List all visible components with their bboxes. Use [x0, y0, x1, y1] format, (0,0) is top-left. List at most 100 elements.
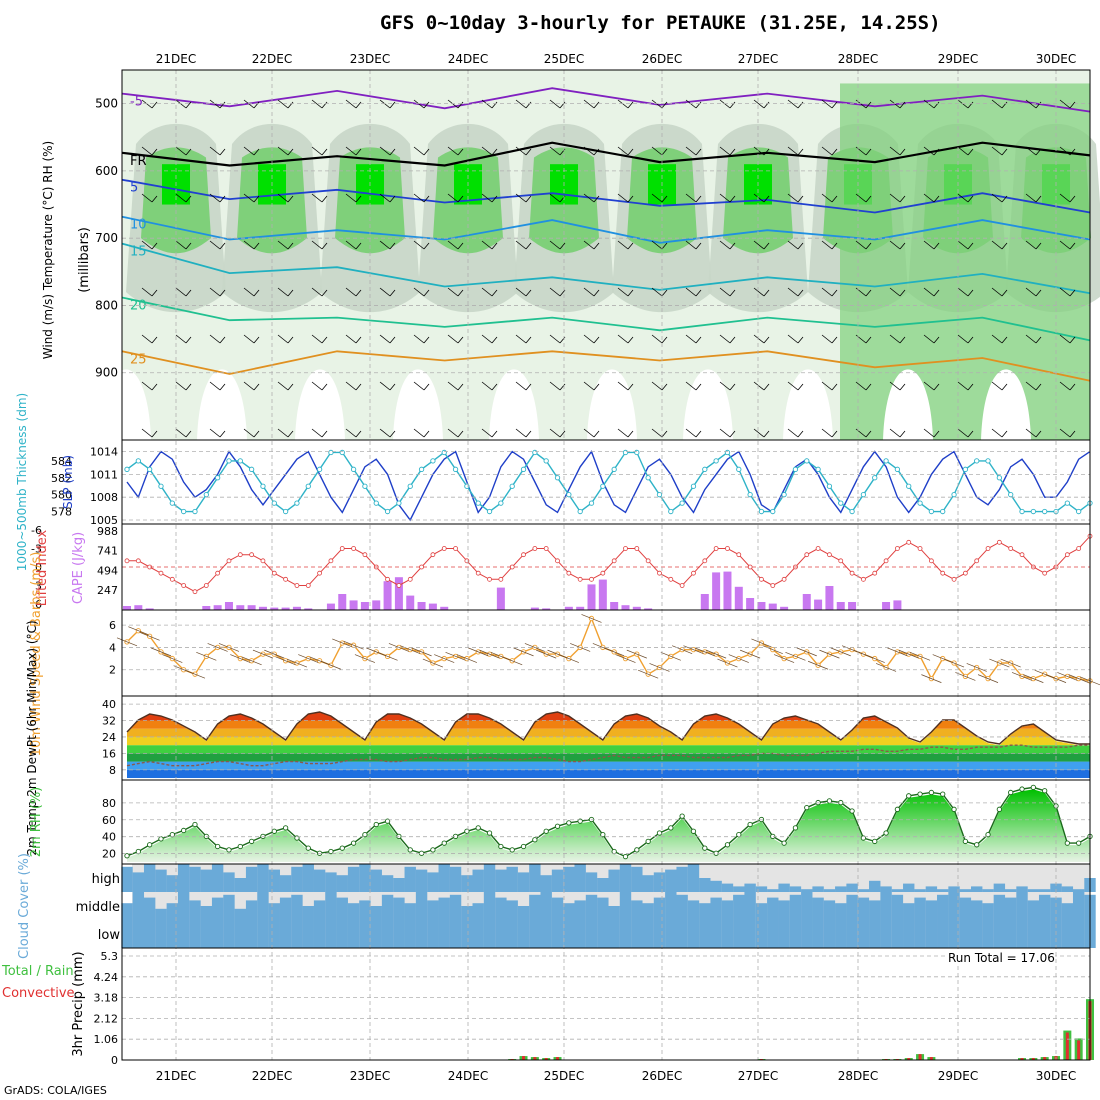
- wind-10m-barb: [660, 652, 681, 661]
- wind-barb: [151, 289, 158, 297]
- cloud-bar-low: [472, 920, 484, 948]
- lifted-index-point: [260, 558, 266, 564]
- rh-point: [928, 789, 935, 796]
- cloud-bar-low: [642, 920, 654, 948]
- isotherm-FR: [121, 141, 1091, 167]
- wind-barb: [413, 287, 425, 297]
- thickness-point: [928, 508, 935, 515]
- wind-barb: [185, 383, 192, 391]
- wind-barb: [865, 101, 872, 109]
- dry-dome: [683, 369, 733, 440]
- wind-10m-barb: [252, 649, 274, 659]
- wind-barb: [151, 383, 158, 391]
- wind-barb: [253, 101, 260, 109]
- wind-barb: [219, 101, 226, 109]
- wind-barb: [899, 383, 906, 391]
- li-tick: 0: [35, 561, 42, 574]
- precip-convective-bar: [1031, 1058, 1035, 1060]
- lifted-index-point: [453, 546, 458, 551]
- cloud-bar-middle: [495, 897, 507, 920]
- wind-barb: [661, 430, 668, 438]
- wind-barb: [865, 242, 872, 250]
- cloud-bar-low: [789, 920, 802, 948]
- wind-10m-barb: [275, 656, 296, 666]
- lifted-index-point: [634, 546, 640, 551]
- wind-barb: [209, 381, 221, 391]
- cloud-bar-low: [971, 920, 983, 948]
- wind-barb: [1025, 381, 1037, 391]
- wind-barb: [617, 240, 629, 250]
- wind-barb: [1025, 99, 1037, 109]
- wind-10m-barb: [196, 652, 217, 661]
- wind-10m-barb: [694, 647, 715, 657]
- rh-point: [441, 840, 447, 846]
- wind-barb: [957, 287, 969, 297]
- thickness-point: [826, 483, 833, 489]
- lifted-index-point: [623, 546, 628, 551]
- wind-10m-barb: [875, 663, 897, 672]
- cloud-bar-middle: [143, 897, 156, 920]
- thickness-point: [951, 492, 957, 498]
- wind-barb: [763, 383, 770, 391]
- precip-convective-bar: [907, 1058, 911, 1060]
- wind-barb: [661, 242, 668, 250]
- wind-barb: [923, 287, 935, 297]
- thickness-point: [1030, 508, 1037, 515]
- rh-point: [781, 840, 787, 846]
- wind-barb: [185, 430, 192, 438]
- wind-10m-barb: [739, 649, 761, 659]
- rh-point: [690, 828, 697, 834]
- wind-barb: [457, 242, 464, 250]
- cloud-bar-middle: [189, 900, 201, 920]
- cape-bar: [224, 602, 233, 610]
- cloud-bar-low: [608, 920, 620, 948]
- cloud-bar-high: [846, 883, 858, 892]
- wind-barb: [481, 193, 493, 203]
- cloud-bar-middle: [959, 897, 972, 920]
- credit-footer: GrADS: COLA/IGES: [4, 1084, 107, 1097]
- thickness-point: [917, 500, 923, 506]
- cloud-bar-high: [608, 869, 620, 892]
- pressure-tick: 900: [95, 366, 118, 380]
- wind-barb: [287, 383, 294, 391]
- wind-barb: [933, 148, 940, 156]
- wind-10m-barb: [1045, 674, 1067, 683]
- cloud-bar-middle: [427, 900, 439, 920]
- thickness-point: [124, 466, 130, 472]
- lifted-index-point: [589, 576, 594, 582]
- wind-barb: [1025, 334, 1037, 344]
- wind-10m-barb: [502, 656, 523, 666]
- thickness-point: [713, 458, 719, 464]
- wind-barb: [797, 195, 804, 203]
- cloud-bar-low: [245, 920, 258, 948]
- rh-point: [282, 825, 289, 831]
- thickness-point: [1042, 508, 1048, 515]
- wind-barb: [141, 334, 153, 344]
- temp-tick: 16: [102, 747, 116, 760]
- wind-barb: [151, 195, 158, 203]
- thickness-point: [260, 483, 266, 489]
- upper-air-legend: Wind (m/s) Temperature (°C) RH (%): [41, 141, 55, 359]
- wind-10m-barb: [377, 652, 398, 661]
- wind-barb: [413, 428, 425, 438]
- wind-barb: [617, 334, 629, 344]
- thickness-point: [996, 475, 1003, 481]
- cloud-bar-high: [835, 886, 847, 892]
- thickness-point: [192, 508, 198, 515]
- cloud-bar-middle: [472, 903, 484, 920]
- cloud-bar-low: [891, 920, 904, 948]
- thickness-point: [373, 500, 379, 506]
- wind-barb: [447, 240, 459, 250]
- wind-barb: [1069, 336, 1076, 344]
- wind-barb: [389, 242, 396, 250]
- wind-barb: [889, 428, 901, 438]
- wind-barb: [209, 287, 221, 297]
- wind-barb: [151, 101, 158, 109]
- wind-barb: [379, 334, 391, 344]
- lifted-index-point: [974, 558, 980, 564]
- lifted-index-point: [226, 558, 232, 564]
- wind-barb: [593, 242, 600, 250]
- bottom-day-label: 21DEC: [156, 1069, 196, 1083]
- cloud-bar-low: [982, 920, 994, 948]
- rh-area: [127, 789, 1090, 862]
